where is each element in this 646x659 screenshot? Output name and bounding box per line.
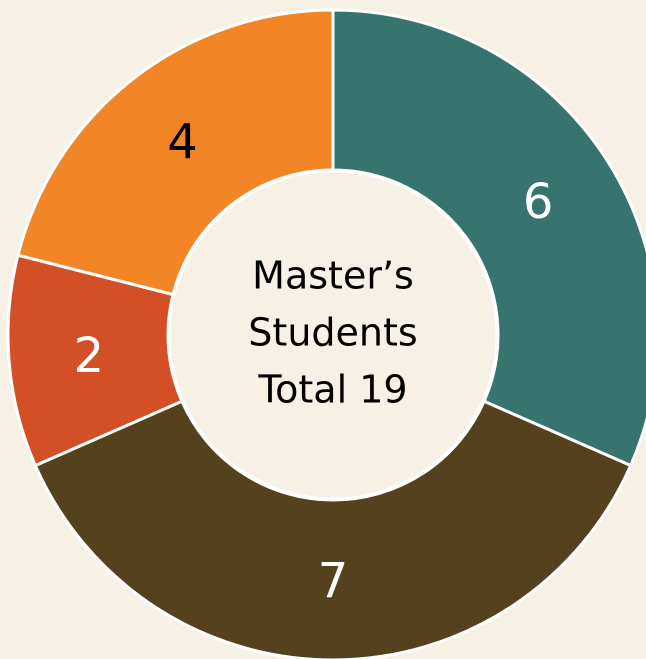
donut-hole — [167, 169, 499, 501]
data-label: 4 — [167, 115, 198, 171]
center-label: Master’s — [252, 254, 414, 298]
data-label: 7 — [318, 553, 349, 609]
data-label: 2 — [74, 328, 105, 384]
center-label: Students — [248, 311, 417, 355]
center-label: Total 19 — [257, 368, 407, 412]
data-label: 6 — [523, 174, 554, 230]
